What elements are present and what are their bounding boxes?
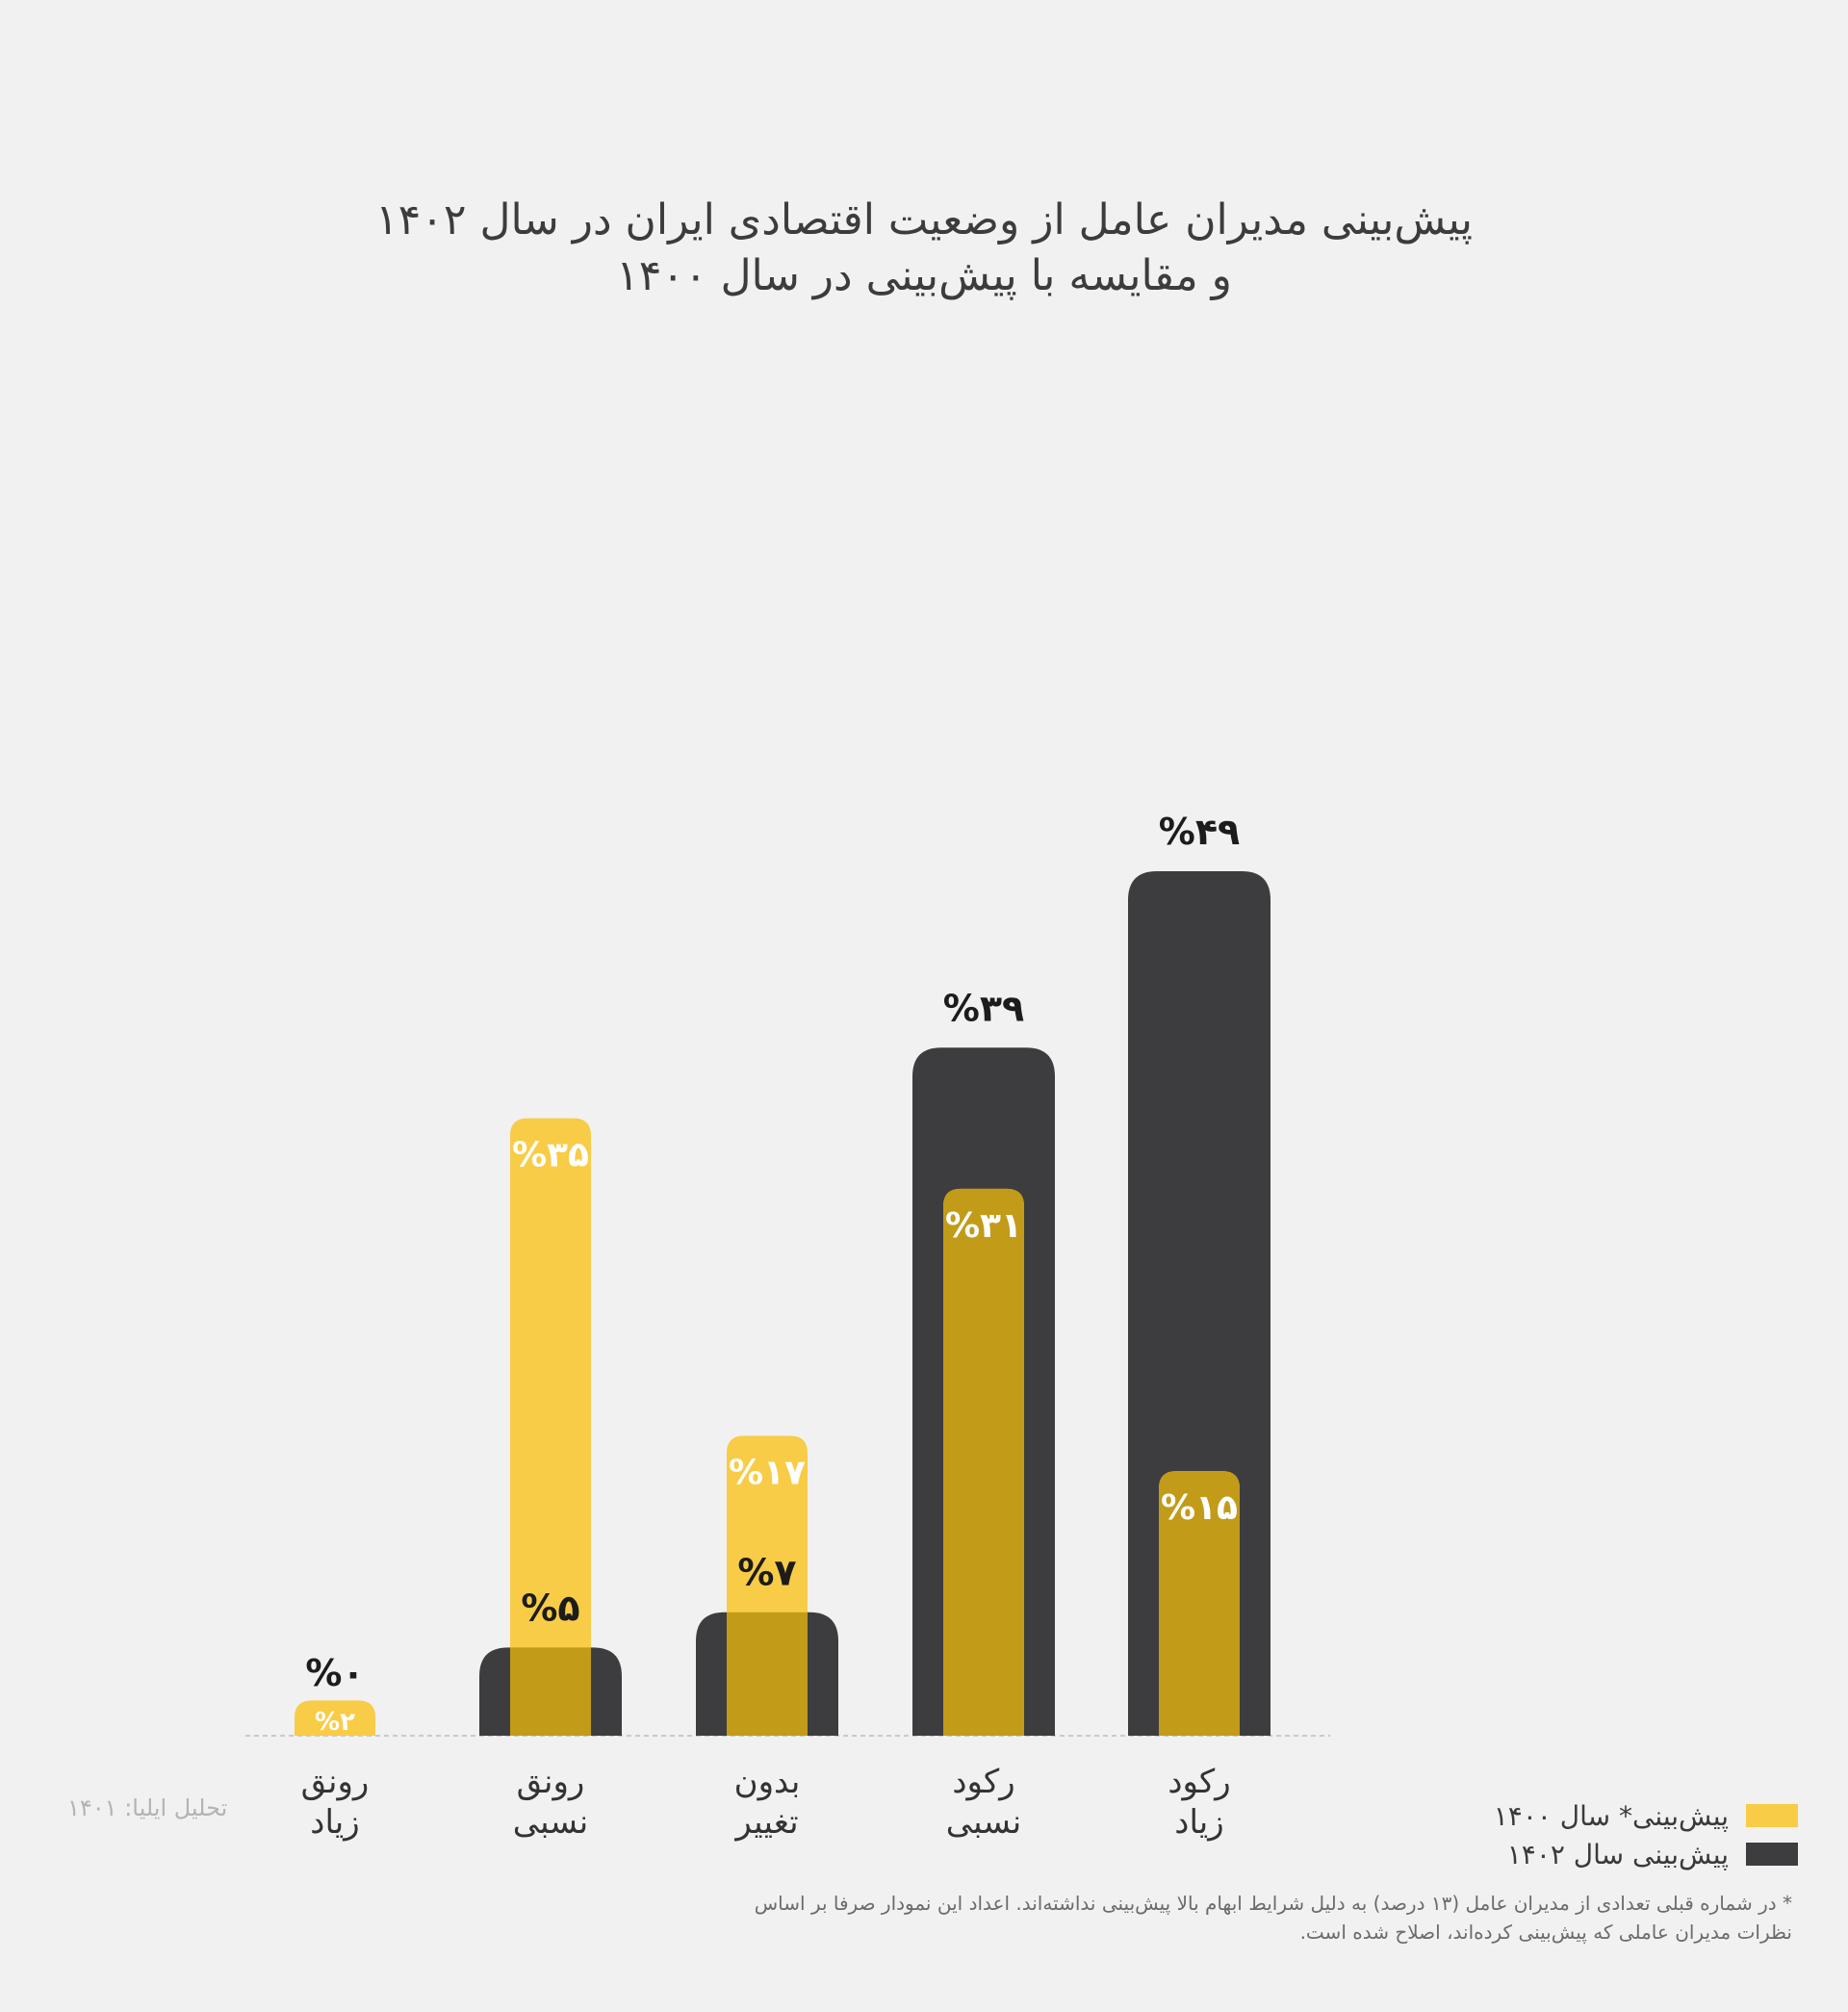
data-label-1402-0: %۰: [305, 1652, 364, 1694]
category-label-2-0: بدون: [734, 1763, 801, 1801]
bar-overlap-2: [727, 1612, 808, 1736]
legend-item-1400: پیش‌بینی* سال ۱۴۰۰: [1494, 1796, 1798, 1835]
footnote: * در شماره قبلی تعدادی از مدیران عامل (۱…: [754, 1892, 1792, 1944]
data-label-1400-3: %۳۱: [945, 1206, 1022, 1246]
legend-item-1402: پیش‌بینی سال ۱۴۰۲: [1494, 1835, 1798, 1873]
category-label-1-0: رونق: [517, 1763, 585, 1801]
category-label-2-1: تغییر: [733, 1803, 798, 1842]
data-label-1400-0: %۲: [315, 1708, 355, 1737]
bar-1400-1: [510, 1118, 591, 1736]
data-label-1402-3: %۳۹: [943, 987, 1024, 1029]
data-label-1402-1: %۵: [521, 1586, 579, 1629]
category-label-4-0: رکود: [1168, 1763, 1230, 1801]
category-label-3-0: رکود: [952, 1763, 1014, 1801]
bar-1400-0: [295, 1700, 375, 1736]
legend-swatch-1402: [1746, 1843, 1798, 1866]
data-label-1400-4: %۱۵: [1161, 1488, 1238, 1528]
category-label-3-1: نسبی: [946, 1803, 1021, 1842]
bar-overlap-1: [510, 1647, 591, 1736]
bar-overlap-4: [1159, 1471, 1240, 1736]
chart-title-line-1: پیش‌بینی مدیران عامل از وضعیت اقتصادی ای…: [374, 195, 1474, 245]
category-label-1-1: نسبی: [513, 1803, 588, 1842]
legend-label-1400: پیش‌بینی* سال ۱۴۰۰: [1493, 1799, 1729, 1832]
data-label-1400-2: %۱۷: [729, 1453, 806, 1492]
legend-label-1402: پیش‌بینی سال ۱۴۰۲: [1506, 1838, 1729, 1870]
chart-title-line-2: و مقایسه با پیش‌بینی در سال ۱۴۰۰: [616, 251, 1232, 300]
data-label-1400-1: %۳۵: [512, 1136, 589, 1175]
category-label-0-0: رونق: [301, 1763, 370, 1801]
category-label-0-1: زیاد: [310, 1803, 359, 1842]
chart-title: پیش‌بینی مدیران عامل از وضعیت اقتصادی ای…: [250, 193, 1598, 304]
legend-swatch-1400: [1746, 1804, 1798, 1827]
data-label-1402-4: %۴۹: [1159, 811, 1240, 853]
category-label-4-1: زیاد: [1174, 1803, 1223, 1842]
source-note: تحلیل ایلیا: ۱۴۰۱: [67, 1794, 228, 1821]
legend: پیش‌بینی* سال ۱۴۰۰ پیش‌بینی سال ۱۴۰۲: [1494, 1796, 1798, 1873]
bar-overlap-3: [943, 1188, 1024, 1736]
data-label-1402-2: %۷: [737, 1552, 796, 1594]
